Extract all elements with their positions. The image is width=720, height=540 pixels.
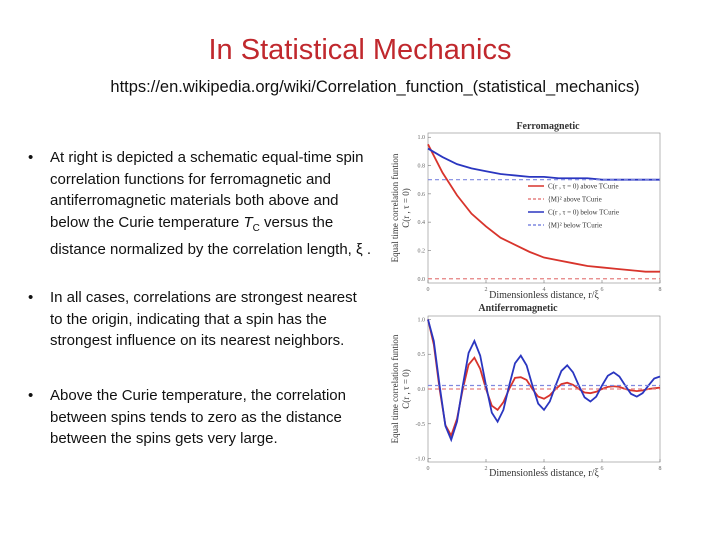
source-url: https://en.wikipedia.org/wiki/Correlatio…	[110, 78, 640, 96]
bullet-dot: •	[28, 149, 34, 166]
legend-label: C(r , τ = 0) above TCurie	[548, 183, 619, 191]
y-axis-label: C(r , τ = 0)	[401, 188, 411, 227]
y-tick-label: 0.5	[418, 352, 426, 358]
series-line	[427, 143, 660, 273]
legend-label: ⟨M⟩² above TCurie	[548, 196, 602, 204]
y-tick-label: 0.6	[418, 192, 426, 198]
subscript: C	[252, 222, 260, 234]
y-tick-label: 1.0	[418, 317, 426, 323]
plot-frame	[427, 132, 661, 284]
x-tick-label: 8	[659, 466, 662, 472]
bullet: • In all cases, correlations are stronge…	[28, 287, 373, 352]
text: At right is depicted a schematic equal-t…	[50, 149, 364, 231]
slide-title: In Statistical Mechanics	[208, 34, 512, 66]
y-tick-label: 1.0	[418, 135, 426, 141]
y-axis-label: C(r , τ = 0)	[401, 369, 411, 408]
text: versus the distance normalized by the co…	[50, 213, 372, 259]
chart-title: Antiferromagnetic	[478, 303, 558, 314]
y-tick-label: 0.8	[418, 164, 426, 170]
y-tick-label: 0.0	[418, 387, 426, 393]
x-tick-label: 6	[601, 287, 604, 293]
series-line	[427, 319, 661, 443]
y-tick-label: 0.0	[418, 277, 426, 283]
bullet-text: At right is depicted a schematic equal-t…	[50, 147, 373, 261]
y-axis-label: Equal time correlation funtion	[390, 153, 400, 262]
bullet-text: In all cases, correlations are strongest…	[50, 289, 357, 350]
chart-title: Ferromagnetic	[516, 121, 580, 132]
y-axis-label: Equal time correlation funtion	[390, 334, 400, 443]
y-tick-label: 0.2	[418, 248, 426, 254]
x-tick-label: 2	[485, 287, 488, 293]
x-tick-label: 4	[543, 466, 546, 472]
x-tick-label: 8	[659, 287, 662, 293]
x-axis-label: Dimensionless distance, r/ξ	[489, 290, 599, 301]
x-tick-label: 0	[427, 466, 430, 472]
y-tick-label: 0.4	[418, 220, 426, 226]
x-tick-label: 0	[427, 287, 430, 293]
bullet: • At right is depicted a schematic equal…	[28, 147, 373, 261]
bullet-dot: •	[28, 289, 34, 306]
series-line	[427, 319, 661, 438]
bullet-text: Above the Curie temperature, the correla…	[50, 387, 346, 448]
bullet-dot: •	[28, 387, 34, 404]
legend-label: C(r , τ = 0) below TCurie	[548, 209, 619, 217]
y-tick-label: -0.5	[416, 422, 426, 428]
symbol: T	[243, 213, 253, 231]
series-line	[427, 147, 660, 181]
x-tick-label: 6	[601, 466, 604, 472]
x-tick-label: 2	[485, 466, 488, 472]
x-axis-label: Dimensionless distance, r/ξ	[489, 468, 599, 479]
legend-label: ⟨M⟩² below TCurie	[548, 222, 602, 230]
y-tick-label: -1.0	[416, 457, 426, 463]
x-tick-label: 4	[543, 287, 546, 293]
bullet: • Above the Curie temperature, the corre…	[28, 385, 373, 450]
